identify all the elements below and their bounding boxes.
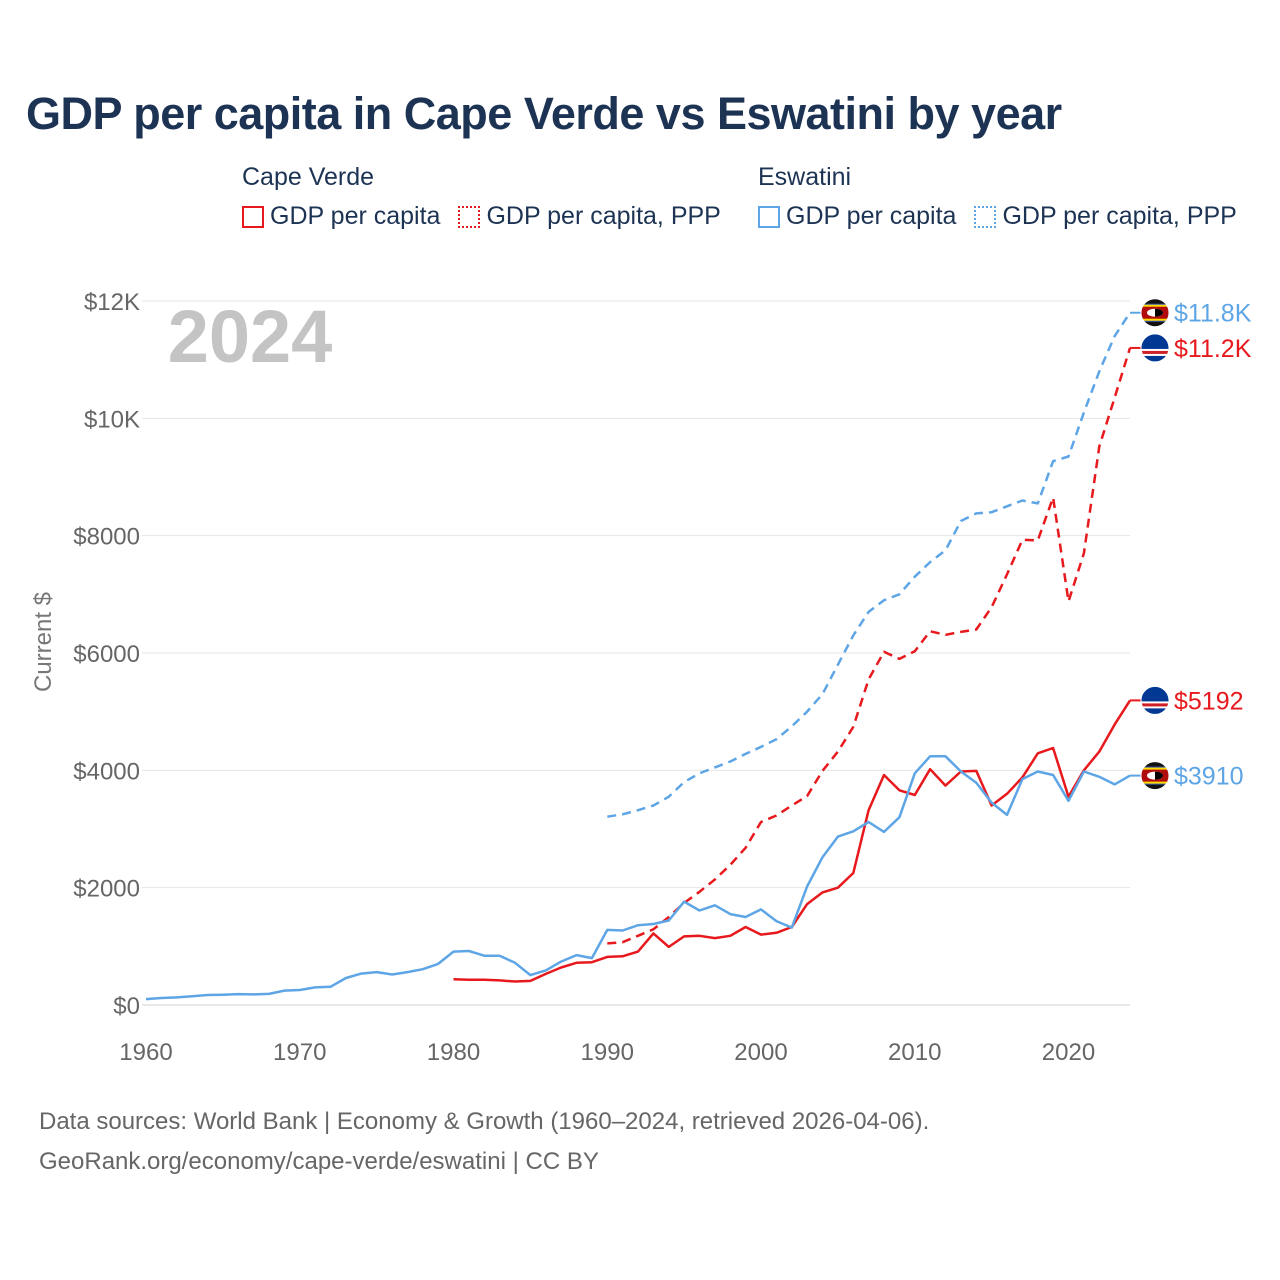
series-line-cape-verde-gdp-per-capita — [453, 699, 1132, 983]
x-tick-label: 2010 — [888, 1039, 941, 1066]
x-tick-label: 1960 — [119, 1039, 172, 1066]
chart-title: GDP per capita in Cape Verde vs Eswatini… — [26, 88, 1062, 139]
y-axis-label: Current $ — [30, 592, 57, 692]
dotted-swatch-icon — [458, 205, 481, 228]
end-value-label: $5192 — [1174, 687, 1244, 715]
solid-swatch-icon — [242, 205, 264, 228]
legend-item-cape-verde-gdp[interactable]: GDP per capita — [242, 202, 440, 231]
legend-item-label: GDP per capita, PPP — [486, 202, 721, 230]
eswatini-flag-icon — [1130, 761, 1170, 791]
x-tick-label: 1990 — [581, 1039, 634, 1066]
grid-lines — [142, 300, 1130, 1006]
end-value-label: $3910 — [1174, 763, 1244, 791]
dotted-swatch-icon — [974, 205, 997, 228]
y-tick-label: $10K — [84, 406, 140, 433]
cape-verde-flag-icon — [1130, 333, 1170, 363]
legend-group-cape-verde: Cape Verde GDP per capita GDP per capita… — [242, 160, 721, 231]
y-tick-label: $8000 — [73, 524, 140, 551]
eswatini-flag-icon — [1130, 298, 1170, 328]
y-tick-label: $2000 — [73, 876, 140, 903]
legend-item-label: GDP per capita — [270, 202, 441, 230]
x-tick-label: 2000 — [734, 1039, 787, 1066]
legend-group-label: Eswatini — [758, 163, 852, 191]
y-tick-label: $0 — [113, 993, 140, 1020]
legend-item-eswatini-gdp[interactable]: GDP per capita — [758, 202, 956, 231]
legend-group-eswatini: Eswatini GDP per capita GDP per capita, … — [758, 160, 1237, 231]
year-watermark: 2024 — [168, 295, 333, 378]
x-tick-label: 1970 — [273, 1039, 326, 1066]
end-value-label: $11.2K — [1174, 335, 1252, 363]
source-link[interactable]: GeoRank.org/economy/cape-verde/eswatini … — [39, 1148, 599, 1175]
y-tick-labels: $0 $2000 $4000 $6000 $8000 $10K $12K — [73, 289, 140, 1020]
source-line: Data sources: World Bank | Economy & Gro… — [39, 1108, 930, 1135]
series-line-cape-verde-gdp-per-capita-ppp — [607, 347, 1132, 945]
legend-item-label: GDP per capita, PPP — [1002, 202, 1237, 230]
y-tick-label: $6000 — [73, 641, 140, 668]
y-tick-label: $4000 — [73, 758, 140, 785]
series-line-eswatini-gdp-per-capita-ppp — [607, 312, 1132, 818]
legend-group-label: Cape Verde — [242, 163, 375, 191]
x-tick-label: 2020 — [1042, 1039, 1095, 1066]
x-tick-label: 1980 — [427, 1039, 480, 1066]
end-markers: $11.8K $11.2K $5192 $3910 — [1130, 298, 1252, 791]
series-line-eswatini-gdp-per-capita — [145, 755, 1131, 1001]
solid-swatch-icon — [758, 205, 780, 228]
legend-item-eswatini-gdp-ppp[interactable]: GDP per capita, PPP — [974, 202, 1237, 231]
legend-item-cape-verde-gdp-ppp[interactable]: GDP per capita, PPP — [458, 202, 721, 231]
x-tick-labels: 1960 1970 1980 1990 2000 2010 2020 — [119, 1039, 1095, 1066]
y-tick-label: $12K — [84, 289, 140, 316]
end-value-label: $11.8K — [1174, 300, 1252, 328]
series-lines — [145, 312, 1132, 1001]
cape-verde-flag-icon — [1130, 685, 1170, 715]
legend-item-label: GDP per capita — [786, 202, 957, 230]
